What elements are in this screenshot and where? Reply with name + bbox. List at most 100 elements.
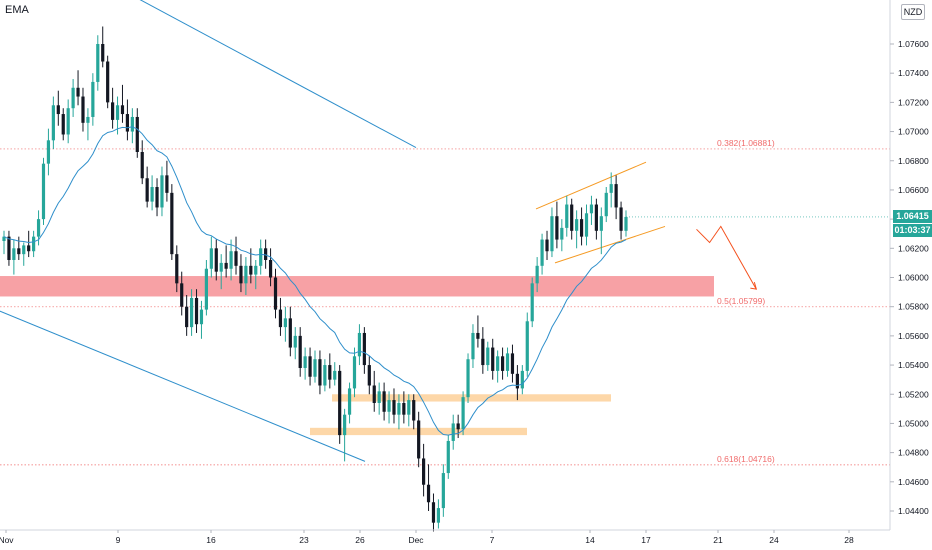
y-tick-label: 1.06000 [898, 273, 929, 283]
ema-line [3, 126, 627, 436]
trend-lines [0, 0, 666, 462]
candle-body [584, 213, 589, 237]
candle-body [367, 365, 371, 386]
candle-body [456, 423, 460, 430]
candle-body [135, 116, 139, 152]
y-tick-label: 1.04800 [898, 448, 929, 458]
candle-body [224, 262, 228, 269]
candle-body [204, 268, 208, 310]
candle-body [41, 163, 46, 220]
y-tick-label: 1.04600 [898, 477, 929, 487]
candle-body [426, 484, 431, 503]
candle-body [209, 248, 213, 269]
candle-body [140, 151, 144, 179]
candle-body [194, 297, 199, 325]
candle-body [308, 356, 312, 377]
candle-body [298, 335, 302, 368]
x-tick-label: Nov [0, 535, 14, 545]
candle-body [81, 96, 85, 123]
candle-body [530, 283, 534, 322]
currency-badge[interactable]: NZD [901, 4, 925, 20]
trend-line [535, 161, 647, 210]
candle-body [254, 265, 258, 275]
candle-body [397, 403, 401, 415]
candle-body [313, 359, 317, 377]
candle-body [96, 44, 100, 82]
candle-body [545, 239, 549, 252]
y-tick-label: 1.06600 [898, 185, 929, 195]
y-tick-label: 1.06800 [898, 156, 929, 166]
candle-body [510, 353, 515, 374]
candle-body [170, 192, 174, 255]
candle-body [476, 332, 480, 339]
projection-arrow [696, 225, 758, 290]
candle-body [343, 414, 347, 436]
candle-body [244, 265, 248, 284]
candle-body [436, 508, 441, 523]
candle-body [500, 356, 505, 371]
candle-body [32, 236, 36, 252]
candle-body [160, 175, 164, 208]
candle-body [540, 239, 544, 266]
projection-arrowhead [750, 282, 758, 290]
candle-body [441, 473, 445, 509]
candle-body [111, 102, 115, 120]
x-tick-label: 23 [299, 535, 309, 545]
zone-rect [332, 394, 611, 402]
x-tick-label: 16 [206, 535, 216, 545]
candle-body [36, 219, 41, 237]
candle-body [71, 87, 75, 109]
candle-body [565, 204, 569, 228]
candle-body [535, 265, 539, 284]
candle-body [12, 248, 16, 260]
y-tick-label: 1.07400 [898, 68, 929, 78]
fib-level-label: 0.618(1.04716) [717, 454, 775, 464]
y-tick-label: 1.07600 [898, 39, 929, 49]
candle-body [377, 391, 381, 404]
candle-body [264, 248, 268, 260]
y-tick-label: 1.05400 [898, 360, 929, 370]
countdown-tag: 01:03:37 [893, 223, 932, 237]
candle-body [130, 116, 134, 132]
candle-body [120, 105, 125, 115]
candle-body [214, 248, 218, 272]
candle-body [392, 400, 396, 415]
candle-body [234, 251, 238, 266]
candle-body [76, 87, 80, 97]
candle-body [268, 259, 273, 278]
candle-body [599, 216, 603, 231]
candle-body [278, 309, 283, 328]
candle-body [624, 216, 628, 231]
projection-path [696, 225, 757, 290]
candle-body [185, 306, 189, 328]
candle-body [273, 277, 278, 310]
candle-body [471, 332, 475, 360]
x-tick-label: 14 [585, 535, 595, 545]
candle-body [466, 359, 470, 398]
candle-body [614, 184, 618, 208]
candlestick-series [2, 26, 628, 532]
candle-body [550, 216, 554, 252]
candle-body [189, 297, 194, 328]
indicator-label[interactable]: EMA [5, 4, 29, 16]
candle-body [115, 105, 120, 120]
candle-body [27, 245, 31, 252]
candle-body [328, 365, 332, 380]
candle-body [604, 192, 608, 217]
candle-body [491, 347, 495, 371]
trend-line [139, 0, 417, 149]
candle-body [249, 265, 253, 275]
fibonacci-levels: 0.382(1.06881) 0.5(1.05799) 0.618(1.04716) [0, 138, 890, 466]
candle-body [461, 397, 465, 430]
candle-body [106, 61, 110, 103]
candle-body [239, 265, 243, 284]
last-price-tag: 1.06415 [893, 209, 932, 223]
candle-body [486, 347, 490, 366]
y-tick-label: 1.06200 [898, 243, 929, 253]
candle-body [496, 356, 500, 371]
candle-body [570, 204, 574, 231]
candle-body [520, 370, 524, 389]
candle-body [481, 338, 485, 366]
